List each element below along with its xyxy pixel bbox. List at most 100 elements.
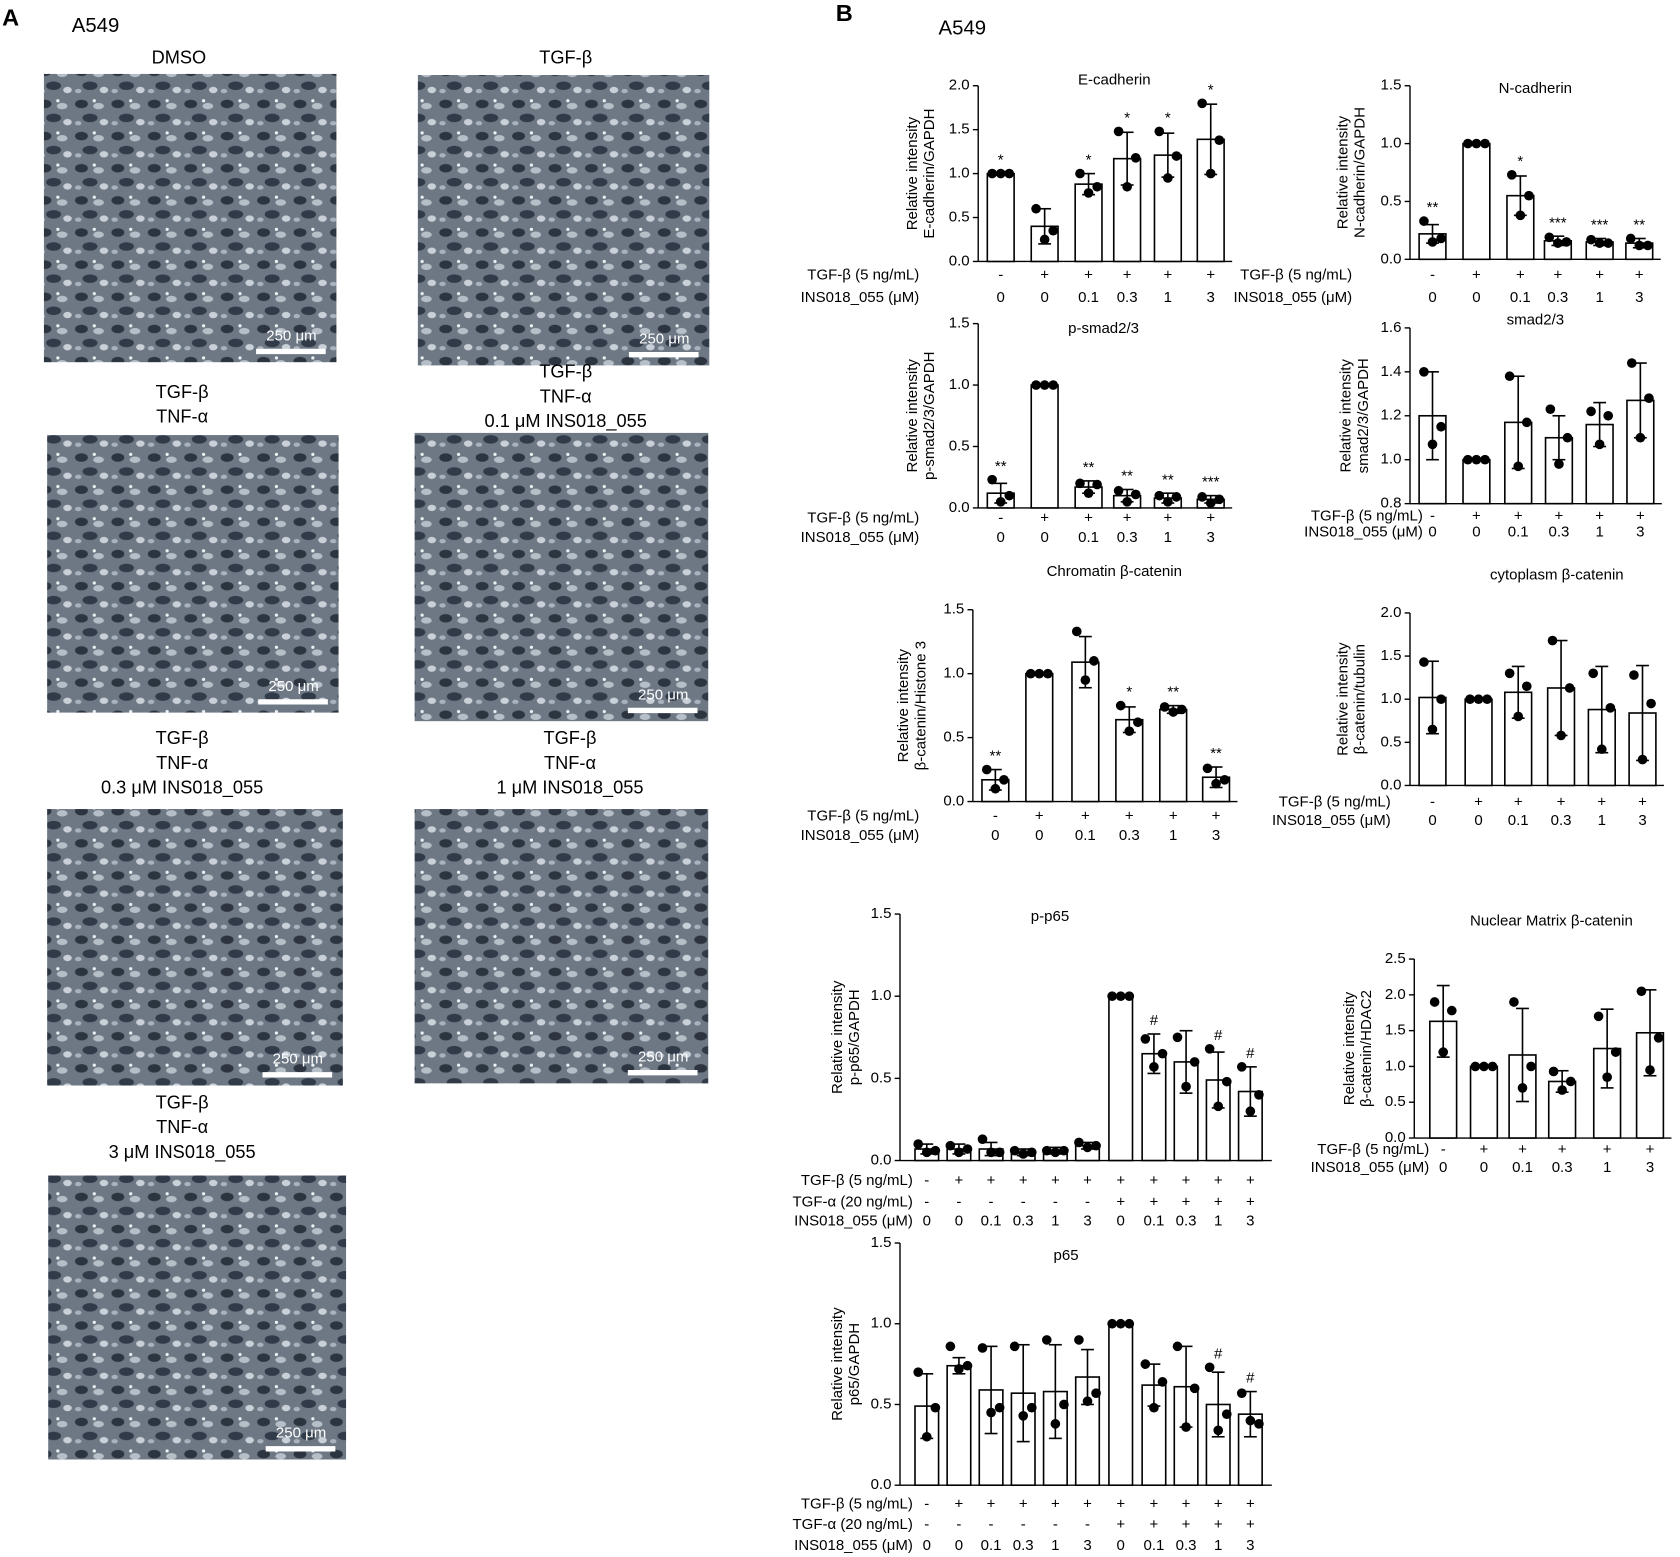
condition-value: + bbox=[955, 1495, 964, 1512]
data-point bbox=[1071, 626, 1082, 637]
condition-value: + bbox=[1557, 794, 1566, 811]
significance: # bbox=[1150, 1012, 1159, 1029]
data-point bbox=[1197, 98, 1207, 109]
data-point bbox=[990, 783, 1001, 794]
significance: * bbox=[1165, 110, 1171, 127]
condition-value: + bbox=[1150, 1172, 1159, 1189]
x-tick-label: 1 bbox=[1169, 827, 1177, 844]
data-point bbox=[1629, 670, 1639, 680]
data-point bbox=[1463, 138, 1473, 149]
data-point bbox=[1557, 1085, 1567, 1095]
chart-title: p-p65 bbox=[1031, 908, 1069, 925]
condition-value: - bbox=[1441, 1141, 1446, 1158]
condition-value: + bbox=[1516, 266, 1525, 283]
data-point bbox=[981, 764, 992, 775]
significance: ** bbox=[990, 748, 1002, 765]
y-axis-label: β-catenin/HDAC2 bbox=[1358, 990, 1375, 1107]
y-tick-label: 1.0 bbox=[1385, 1057, 1406, 1074]
condition-value: + bbox=[1084, 266, 1093, 283]
data-point bbox=[1419, 367, 1429, 377]
x-tick-label: 0.3 bbox=[1552, 1159, 1573, 1176]
condition-value: - bbox=[1430, 266, 1435, 283]
data-point bbox=[1214, 494, 1225, 505]
data-point bbox=[999, 774, 1009, 785]
data-point bbox=[1154, 490, 1165, 501]
data-point bbox=[1083, 488, 1094, 499]
y-axis-label: Relative intensity bbox=[904, 359, 921, 473]
data-point bbox=[1653, 1032, 1664, 1043]
y-tick-label: 0.5 bbox=[943, 729, 964, 746]
data-point bbox=[1115, 1318, 1126, 1329]
y-tick-label: 0.5 bbox=[871, 1395, 892, 1412]
data-point bbox=[1059, 1399, 1069, 1410]
y-tick-label: 1.5 bbox=[871, 1234, 892, 1251]
data-point bbox=[1092, 479, 1102, 490]
x-tick-label: 1 bbox=[1164, 289, 1172, 306]
data-point bbox=[1547, 635, 1558, 646]
data-point bbox=[1172, 1032, 1183, 1043]
condition-value: - bbox=[1053, 1516, 1058, 1533]
category-label: INS018_055 (μM) bbox=[1233, 289, 1352, 306]
condition-value: - bbox=[998, 510, 1003, 527]
condition-value: + bbox=[1246, 1172, 1255, 1189]
data-point bbox=[1548, 1066, 1559, 1077]
data-point bbox=[1163, 173, 1173, 183]
data-point bbox=[1504, 668, 1515, 679]
y-axis-label: β-catenin/Histone 3 bbox=[912, 641, 929, 771]
condition-label: TGF-α (20 ng/mL) bbox=[793, 1516, 913, 1533]
x-tick-label: 0 bbox=[1040, 289, 1048, 306]
data-point bbox=[1204, 1043, 1215, 1054]
y-tick-label: 1.0 bbox=[871, 987, 892, 1004]
data-point bbox=[1122, 496, 1132, 507]
data-point bbox=[1429, 997, 1440, 1007]
condition-value: + bbox=[1035, 808, 1044, 825]
chart-title: Chromatin β-catenin bbox=[1047, 563, 1182, 580]
condition-value: + bbox=[1150, 1516, 1159, 1533]
data-point bbox=[1009, 1341, 1020, 1352]
condition-value: - bbox=[1085, 1516, 1090, 1533]
data-point bbox=[1470, 1061, 1481, 1072]
data-point bbox=[1004, 168, 1015, 179]
condition-value: + bbox=[1553, 266, 1562, 283]
data-point bbox=[1635, 432, 1646, 443]
image-caption: TGF-β bbox=[539, 362, 592, 382]
condition-value: + bbox=[1125, 808, 1134, 825]
bar bbox=[1108, 1322, 1134, 1487]
x-tick-label: 0 bbox=[955, 1213, 963, 1230]
image-caption: DMSO bbox=[152, 48, 207, 68]
data-point bbox=[1645, 1065, 1655, 1075]
x-tick-label: 3 bbox=[1083, 1537, 1091, 1554]
condition-value: - bbox=[1021, 1516, 1026, 1533]
data-point bbox=[1515, 210, 1526, 221]
significance: *** bbox=[1549, 214, 1567, 231]
condition-value: + bbox=[1246, 1516, 1255, 1533]
bar bbox=[986, 172, 1015, 263]
y-tick-label: 0.0 bbox=[949, 252, 970, 269]
data-point bbox=[995, 496, 1006, 507]
condition-value: - bbox=[993, 808, 998, 825]
y-axis-label: Relative intensity bbox=[1335, 642, 1352, 756]
data-point bbox=[1163, 496, 1173, 507]
condition-value: + bbox=[1595, 266, 1604, 283]
data-point bbox=[1603, 238, 1614, 248]
condition-value: + bbox=[1163, 266, 1172, 283]
bar bbox=[1108, 995, 1134, 1162]
y-axis-label: p65/GAPDH bbox=[846, 1323, 863, 1406]
y-tick-label: 0.0 bbox=[871, 1476, 892, 1493]
x-tick-label: 0.3 bbox=[1176, 1537, 1197, 1554]
data-point bbox=[1083, 188, 1094, 198]
data-point bbox=[995, 168, 1006, 179]
data-point bbox=[994, 1402, 1005, 1413]
data-point bbox=[1561, 237, 1572, 247]
category-label: INS018_055 (μM) bbox=[1272, 812, 1391, 829]
condition-value: + bbox=[1084, 510, 1093, 527]
condition-value: + bbox=[1646, 1141, 1655, 1158]
significance: ** bbox=[1633, 217, 1645, 234]
data-point bbox=[954, 1147, 964, 1158]
category-label: INS018_055 (μM) bbox=[1304, 524, 1423, 541]
data-point bbox=[921, 1431, 932, 1442]
data-point bbox=[1545, 404, 1556, 415]
data-point bbox=[1176, 704, 1187, 715]
data-point bbox=[986, 1407, 996, 1418]
y-axis-label: p-smad2/3/GAPDH bbox=[921, 352, 938, 480]
